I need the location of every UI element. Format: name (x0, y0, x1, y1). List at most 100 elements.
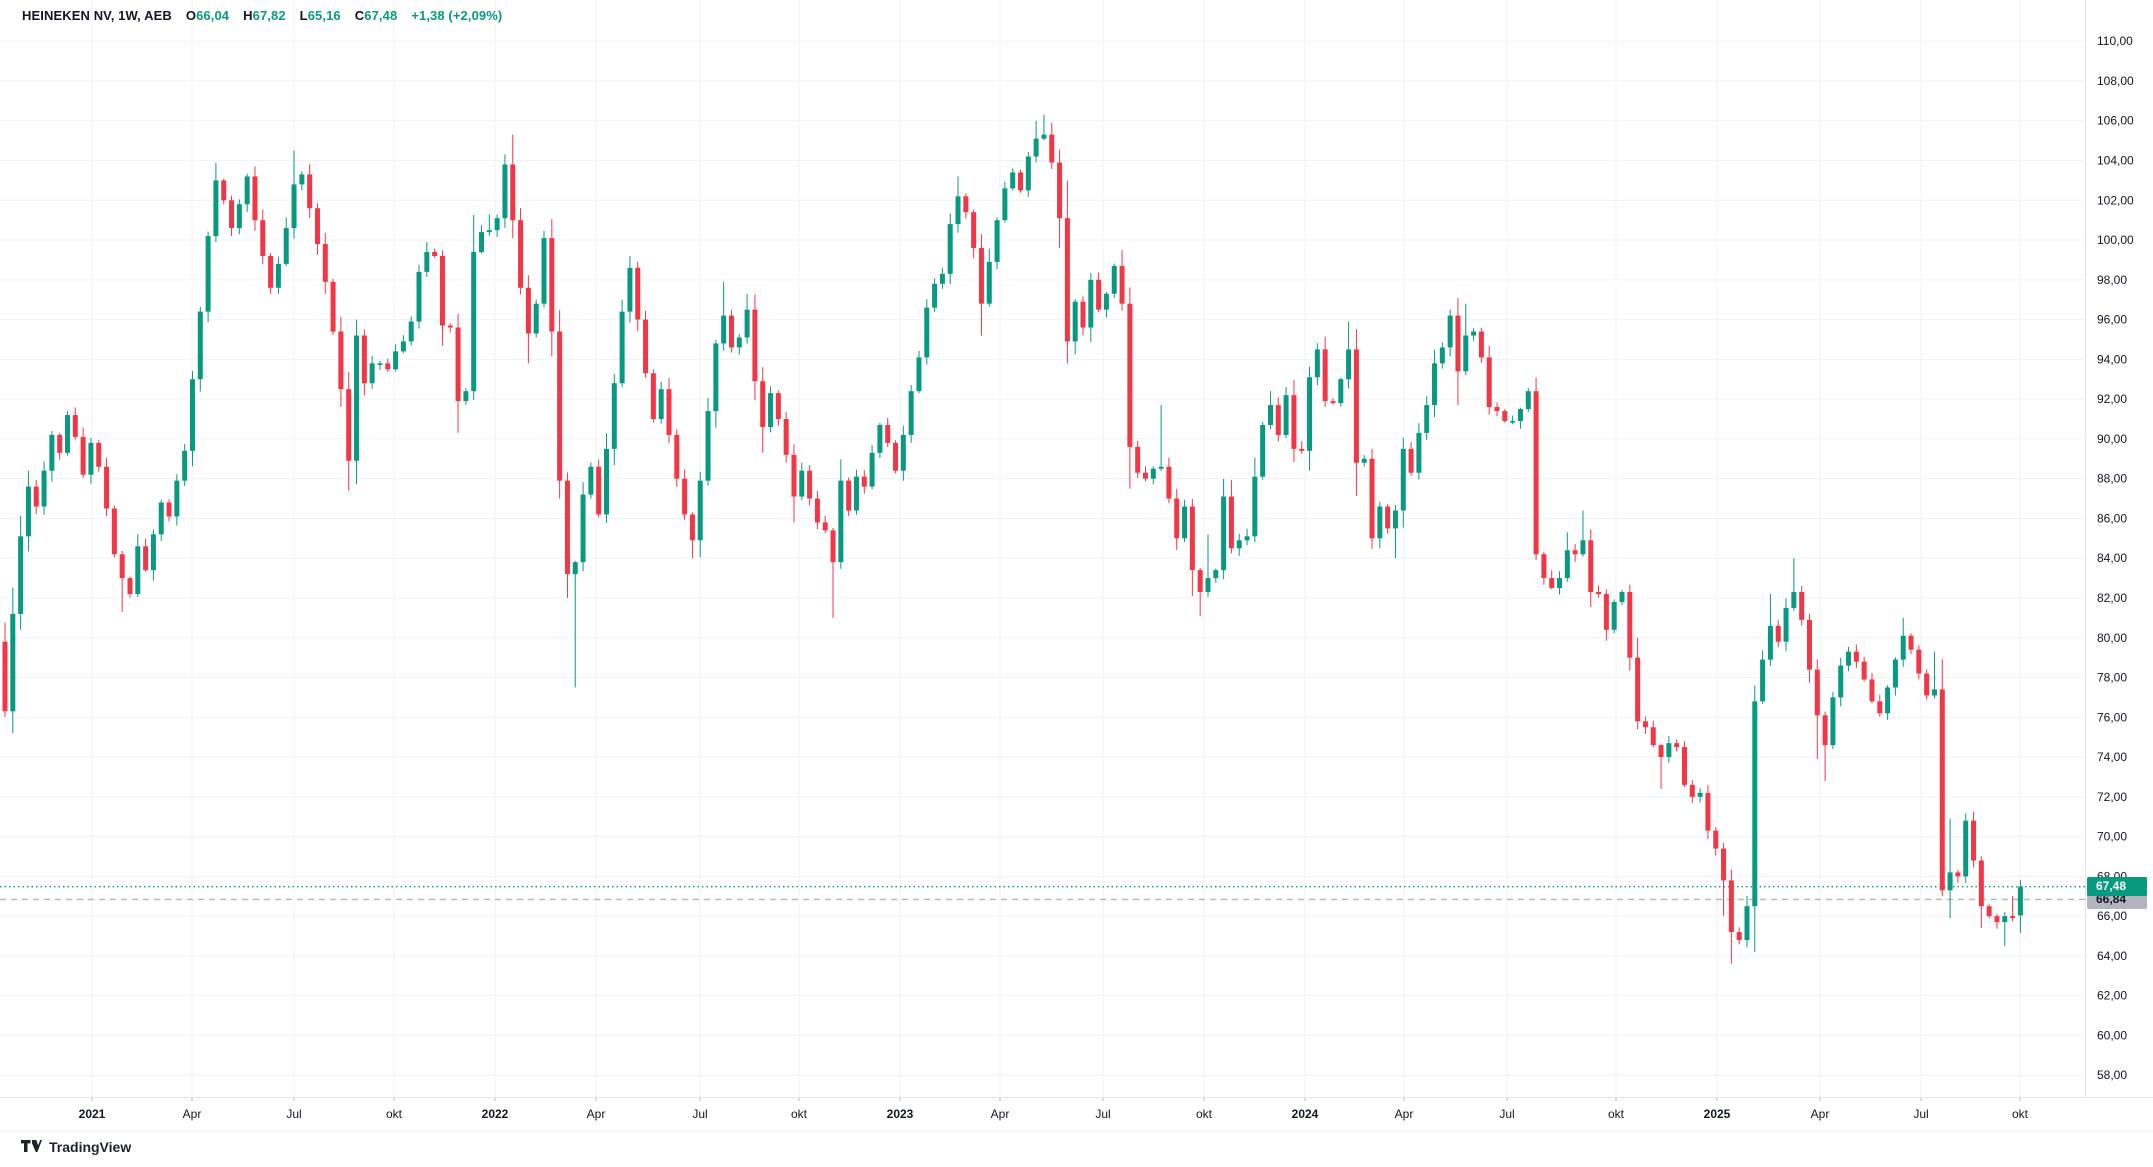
candle-body (1658, 745, 1664, 758)
candle-body (752, 309, 758, 382)
candle-body (25, 486, 31, 537)
time-axis-label: okt (1608, 1107, 1625, 1121)
candle-body (1736, 932, 1742, 941)
candle-body (338, 331, 344, 390)
candle-body (697, 480, 703, 541)
candle-body (150, 534, 156, 571)
candle-body (432, 251, 438, 256)
candle-body (814, 498, 820, 523)
time-axis-label: 2024 (1292, 1107, 1319, 1121)
price-axis-label: 106,00 (2097, 114, 2134, 128)
candle-body (299, 174, 305, 185)
candle-body (721, 315, 727, 344)
price-axis-label: 74,00 (2097, 750, 2127, 764)
candle-body (2010, 916, 2016, 919)
candle-body (244, 176, 250, 205)
candle-body (1041, 134, 1047, 139)
candle-body (1971, 820, 1977, 861)
candle-body (713, 343, 719, 412)
candle-body (471, 251, 477, 392)
candle-body (557, 331, 563, 481)
candle-body (96, 442, 102, 467)
candle-body (80, 436, 86, 475)
candle-body (182, 450, 188, 481)
time-axis-label: 2025 (1704, 1107, 1731, 1121)
candle-body (1166, 466, 1172, 499)
candle-body (1299, 448, 1305, 451)
candle-body (666, 389, 672, 435)
candle-body (744, 309, 750, 338)
candle-body (1752, 701, 1758, 907)
candle-body (1205, 578, 1211, 593)
candle-body (166, 502, 172, 517)
time-axis-label: Jul (1499, 1107, 1514, 1121)
price-axis-label: 80,00 (2097, 631, 2127, 645)
candle-body (252, 176, 258, 221)
candle-body (1494, 407, 1500, 412)
candle-body (1119, 265, 1125, 304)
candle-body (1408, 448, 1414, 473)
candle-body (1564, 550, 1570, 579)
time-axis-label: Apr (587, 1107, 606, 1121)
candle-body (275, 263, 281, 288)
candle-body (1416, 432, 1422, 473)
tradingview-logo[interactable]: TradingView (21, 1139, 131, 1155)
candle-body (2017, 886, 2023, 916)
candle-body (1869, 679, 1875, 702)
candle-body (1189, 506, 1195, 571)
candle-body (1674, 743, 1680, 748)
candle-body (1728, 880, 1734, 933)
candle-body (1478, 331, 1484, 358)
candle-body (869, 452, 875, 487)
candle-body (768, 393, 774, 427)
candle-body (549, 238, 555, 332)
candle-body (463, 391, 469, 402)
candle-body (955, 196, 961, 225)
candle-body (1080, 301, 1086, 328)
candle-body (611, 383, 617, 449)
candle-body (1439, 347, 1445, 364)
candle-body (1267, 405, 1273, 425)
candle-body (658, 389, 664, 420)
price-axis-label: 86,00 (2097, 511, 2127, 525)
candle-body (1955, 872, 1961, 877)
candle-body (18, 536, 24, 614)
candle-body (1986, 906, 1992, 917)
candle-body (2002, 916, 2008, 923)
candle-body (1650, 727, 1656, 746)
candle-body (361, 335, 367, 384)
candle-body (1744, 906, 1750, 941)
ohlc-close: C67,48 (354, 8, 398, 23)
candle-body (877, 424, 883, 453)
candle-body (1111, 265, 1117, 294)
candle-body (260, 220, 266, 256)
candle-body (322, 244, 328, 282)
symbol-title[interactable]: HEINEKEN NV, 1W, AEB (22, 8, 172, 23)
candle-body (104, 466, 110, 509)
time-axis-label: Apr (183, 1107, 202, 1121)
candle-body (1627, 592, 1633, 658)
candle-body (197, 311, 203, 380)
candle-body (486, 230, 492, 233)
candle-body (1908, 635, 1914, 650)
candle-body (1861, 661, 1867, 680)
candle-body (1721, 848, 1727, 881)
candle-body (893, 442, 899, 471)
time-axis-label: Jul (1913, 1107, 1928, 1121)
time-axis-label: Apr (1395, 1107, 1414, 1121)
time-axis-label: Apr (991, 1107, 1010, 1121)
candle-body (1338, 379, 1344, 404)
candle-body (908, 391, 914, 435)
candle-body (408, 321, 414, 342)
candle-body (947, 224, 953, 274)
candle-body (447, 325, 453, 328)
candle-body (1642, 721, 1648, 728)
price-axis-label: 70,00 (2097, 830, 2127, 844)
time-axis-label: Jul (692, 1107, 707, 1121)
candle-body (900, 434, 906, 471)
candle-body (775, 393, 781, 420)
time-axis-label: okt (386, 1107, 403, 1121)
price-axis-label: 102,00 (2097, 193, 2134, 207)
candle-body (1557, 578, 1563, 589)
